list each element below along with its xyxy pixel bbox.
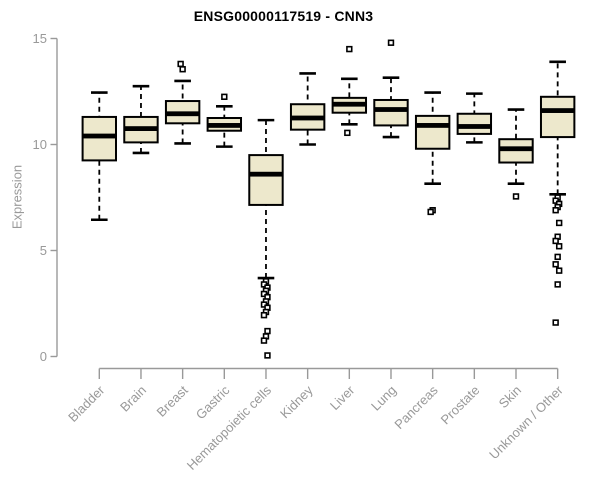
- box-pancreas: [414, 114, 451, 150]
- median-gastric: [207, 123, 242, 128]
- box-bladder: [81, 115, 117, 162]
- x-category-label-liver: Liver: [327, 382, 358, 413]
- median-unknown-other: [540, 108, 575, 113]
- outlier-point-unknown-other: [552, 319, 559, 326]
- median-prostate: [457, 124, 492, 129]
- x-category-label-prostate: Prostate: [438, 383, 483, 428]
- x-category-label-brain: Brain: [117, 383, 149, 415]
- median-hematopoietic-cells: [249, 171, 283, 177]
- median-lung: [374, 107, 408, 112]
- outlier-point-unknown-other: [555, 267, 563, 274]
- outlier-point-breast: [177, 60, 184, 68]
- x-category-label-lung: Lung: [368, 383, 399, 414]
- outlier-point-pancreas: [427, 208, 434, 216]
- outlier-point-unknown-other: [552, 207, 559, 214]
- x-category-label-unknown-other: Unknown / Other: [486, 382, 566, 462]
- median-breast: [165, 111, 200, 117]
- outlier-point-gastric: [221, 93, 228, 101]
- median-pancreas: [415, 123, 450, 128]
- x-category-label-skin: Skin: [496, 383, 524, 411]
- box-hematopoietic-cells: [248, 154, 284, 206]
- y-tick-label-10: 10: [33, 137, 47, 152]
- outlier-point-skin: [512, 193, 520, 200]
- outlier-point-liver: [346, 45, 353, 53]
- y-tick-label-5: 5: [40, 243, 47, 258]
- y-tick-label-15: 15: [33, 31, 47, 46]
- median-liver: [332, 101, 367, 107]
- y-axis-title: Expression: [9, 164, 25, 230]
- outlier-point-unknown-other: [555, 243, 563, 250]
- box-lung: [373, 98, 409, 127]
- y-tick-label-0: 0: [40, 349, 47, 364]
- outlier-point-liver: [344, 129, 351, 137]
- median-kidney: [290, 115, 325, 121]
- x-category-label-gastric: Gastric: [193, 382, 233, 422]
- x-category-label-breast: Breast: [154, 382, 191, 419]
- box-unknown-other: [539, 95, 576, 139]
- outlier-point-unknown-other: [555, 219, 563, 227]
- x-category-label-kidney: Kidney: [277, 382, 316, 421]
- median-brain: [124, 126, 158, 131]
- chart-title: ENSG00000117519 - CNN3: [193, 8, 374, 24]
- x-category-label-pancreas: Pancreas: [391, 382, 441, 432]
- outlier-point-hematopoietic-cells: [264, 327, 271, 335]
- outlier-point-unknown-other: [552, 237, 559, 245]
- outlier-point-hematopoietic-cells: [260, 311, 268, 319]
- outlier-point-hematopoietic-cells: [264, 352, 271, 359]
- outlier-point-breast: [179, 66, 186, 73]
- box-prostate: [456, 112, 493, 135]
- median-skin: [499, 146, 533, 152]
- outlier-point-unknown-other: [554, 253, 561, 261]
- outlier-point-unknown-other: [554, 281, 561, 288]
- outlier-point-lung: [387, 39, 395, 46]
- outlier-point-hematopoietic-cells: [260, 337, 268, 344]
- x-category-label-bladder: Bladder: [65, 382, 108, 425]
- median-bladder: [82, 133, 116, 139]
- outlier-point-unknown-other: [552, 261, 559, 268]
